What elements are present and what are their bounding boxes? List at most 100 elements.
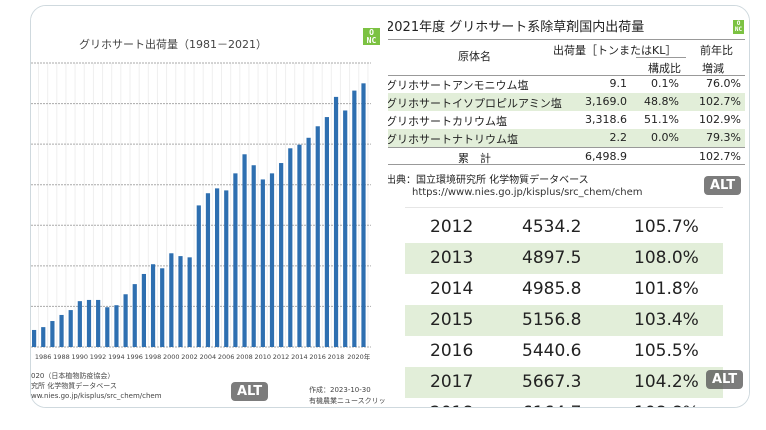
table-image-yearly[interactable]: 2012 4534.2 105.7% 2013 4897.5 108.0% 2014 4985…	[388, 207, 749, 407]
row-share: 48.8%	[644, 95, 679, 108]
alt-badge[interactable]: ALT	[704, 176, 742, 195]
bar-2004	[205, 193, 211, 347]
bar-2017	[324, 117, 329, 347]
total-label: 累 計	[458, 152, 491, 165]
row-amount: 9.1	[609, 77, 628, 90]
bar-2007	[233, 173, 238, 347]
row-pct: 104.2%	[634, 372, 699, 392]
row-value: 6164.7	[522, 403, 581, 407]
chart-image[interactable]: グリホサート出荷量（1981－2021） O NC 1986 1988 1990 199…	[31, 6, 386, 407]
total-amount: 6,498.9	[585, 150, 627, 163]
row-value: 5667.3	[522, 372, 582, 392]
row-share: 0.1%	[651, 77, 679, 90]
table-image-summary[interactable]: 2021年度 グリホサート系除草剤国内出荷量 O NC 原体名 出荷量［トンまたは…	[388, 6, 749, 205]
bar-1986	[41, 327, 46, 347]
bar-2005	[215, 188, 220, 347]
x-tick-label: 2012	[273, 353, 290, 361]
bar-2020	[352, 90, 357, 348]
table-row: グリホサートカリウム塩 3,318.6 51.1% 102.9%	[388, 111, 745, 129]
total-row: 累 計 6,498.9 102.7%	[388, 147, 745, 165]
row-name: グリホサートナトリウム塩	[388, 133, 518, 146]
bar-2010	[260, 179, 265, 347]
row-value: 5156.8	[522, 310, 582, 330]
table-row: 2012 4534.2 105.7%	[405, 212, 723, 243]
x-tick-label: 2018	[328, 353, 345, 361]
source: 出典：国立環境研究所 化学物質データベース	[388, 175, 589, 186]
row-year: 2018	[430, 403, 473, 407]
alt-badge[interactable]: ALT	[231, 382, 269, 401]
bar-2018	[333, 96, 339, 347]
bar-2002	[187, 257, 192, 347]
row-value: 5440.6	[522, 341, 582, 361]
row-pct: 108.8%	[634, 403, 699, 407]
row-share: 51.1%	[644, 113, 679, 126]
row-year: 2013	[430, 248, 474, 268]
bar-1995	[123, 294, 128, 347]
row-prev: 76.0%	[706, 77, 741, 90]
x-tick-label: 1986	[35, 353, 52, 361]
bar-2013	[288, 148, 293, 347]
created-date: 作成：2023-10-30	[309, 386, 371, 394]
bar-2001	[178, 256, 183, 347]
bar-1985	[32, 329, 37, 347]
row-amount: 3,318.6	[585, 113, 627, 126]
row-name: グリホサートカリウム塩	[388, 115, 507, 128]
bar-1998	[150, 264, 156, 347]
bar-2016	[315, 126, 320, 347]
bar-chart: 1986 1988 1990 1992 1994 1996 1998 2000 2002 2004…	[31, 62, 371, 361]
divider	[405, 207, 723, 208]
bar-2014	[297, 144, 302, 347]
row-value: 4534.2	[522, 217, 582, 237]
bar-1994	[114, 305, 119, 347]
divider	[636, 57, 686, 58]
bar-2015	[306, 137, 311, 347]
x-tick-label: 2016	[309, 353, 326, 361]
row-pct: 105.5%	[634, 341, 699, 361]
header-name: 原体名	[458, 50, 491, 63]
x-tick-label: 1988	[53, 353, 70, 361]
table-row: 2015 5156.8 103.4%	[405, 305, 723, 336]
header-amount: 出荷量［トンまたはKL］	[553, 44, 677, 57]
tweet-media-grid: グリホサート出荷量（1981－2021） O NC 1986 1988 1990 199…	[30, 5, 750, 408]
x-tick-label: 1996	[126, 353, 143, 361]
table-row: グリホサートイソプロピルアミン塩 3,169.0 48.8% 102.7%	[388, 93, 745, 111]
x-tick-label: 1990	[71, 353, 88, 361]
row-name: グリホサートイソプロピルアミン塩	[388, 97, 562, 110]
table-row: グリホサートナトリウム塩 2.2 0.0% 79.3%	[388, 129, 745, 147]
table-row: 2017 5667.3 104.2%	[405, 367, 723, 398]
bar-1991	[86, 299, 92, 347]
row-pct: 105.7%	[634, 217, 699, 237]
row-prev: 102.9%	[699, 113, 741, 126]
credit: 作成：2023-10-30 有機農業ニュースクリップ	[309, 385, 386, 407]
table-row: 2018 6164.7 108.8%	[405, 398, 723, 407]
x-tick-label: 2014	[291, 353, 308, 361]
table-row: グリホサートアンモニウム塩 9.1 0.1% 76.0%	[388, 75, 745, 93]
bar-2019	[343, 110, 348, 348]
row-pct: 108.0%	[634, 248, 699, 268]
x-tick-label: 1998	[145, 353, 162, 361]
row-amount: 3,169.0	[585, 95, 627, 108]
source-url: https://www.nies.go.jp/kisplus/src_chem/…	[412, 187, 643, 198]
bar-2012	[279, 163, 284, 347]
bar-1990	[77, 301, 82, 347]
x-tick-label: 2000	[163, 353, 180, 361]
bar-1993	[105, 307, 110, 347]
row-value: 4985.8	[522, 279, 582, 299]
row-year: 2014	[430, 279, 474, 299]
header-share: 構成比	[648, 62, 681, 75]
bar-1988	[59, 314, 64, 347]
row-prev: 79.3%	[706, 131, 741, 144]
source-note: 020（日本植物防疫協会） 究所 化学物質データベース ww.nies.go.j…	[31, 371, 162, 401]
bar-1992	[96, 299, 101, 347]
bar-1987	[50, 321, 55, 347]
x-tick-label: 2002	[181, 353, 198, 361]
bar-1989	[68, 310, 73, 347]
row-name: グリホサートアンモニウム塩	[388, 79, 529, 92]
table-row: 2014 4985.8 101.8%	[405, 274, 723, 305]
bar-1999	[160, 268, 165, 347]
x-tick-label: 2010	[254, 353, 271, 361]
onc-logo: O NC	[733, 20, 744, 34]
alt-badge[interactable]: ALT	[706, 370, 744, 389]
x-tick-label: 2020年	[347, 352, 371, 361]
bar-2021	[361, 83, 366, 347]
